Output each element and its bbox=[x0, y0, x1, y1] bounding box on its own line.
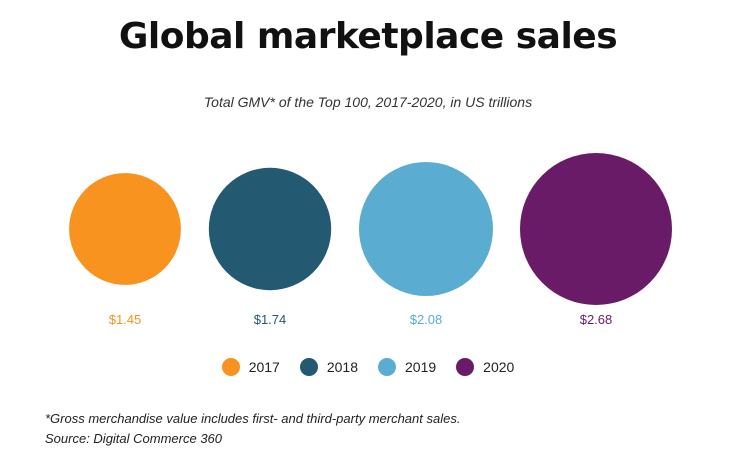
bubble-2020 bbox=[520, 153, 672, 305]
bubble-2017 bbox=[69, 173, 181, 285]
value-label-2017: $1.45 bbox=[109, 312, 142, 327]
legend-item-2019: 2019 bbox=[378, 358, 436, 376]
bubble-2018 bbox=[208, 167, 332, 291]
value-label-2020: $2.68 bbox=[580, 312, 613, 327]
legend-swatch-2019 bbox=[378, 358, 396, 376]
bubble-2019 bbox=[359, 162, 493, 296]
legend-label-2019: 2019 bbox=[405, 359, 437, 375]
value-label-2018: $1.74 bbox=[254, 312, 287, 327]
legend-label-2018: 2018 bbox=[326, 359, 358, 375]
legend-item-2018: 2018 bbox=[299, 358, 358, 376]
footnote-gmv-definition: *Gross merchandise value includes first-… bbox=[45, 411, 461, 426]
legend: 2017 2018 2019 2020 bbox=[0, 358, 736, 376]
legend-swatch-2017 bbox=[221, 358, 240, 376]
chart-subtitle: Total GMV* of the Top 100, 2017-2020, in… bbox=[203, 94, 533, 110]
footnote-source: Source: Digital Commerce 360 bbox=[45, 431, 223, 446]
bubble-chart: $1.45 $1.74 $2.08 $2.68 bbox=[69, 153, 672, 327]
legend-item-2017: 2017 bbox=[221, 358, 280, 376]
value-label-2019: $2.08 bbox=[410, 312, 443, 327]
legend-item-2020: 2020 bbox=[456, 358, 514, 376]
legend-swatch-2018 bbox=[299, 358, 318, 376]
legend-swatch-2020 bbox=[456, 358, 475, 376]
chart-title: Global marketplace sales bbox=[118, 16, 618, 57]
legend-label-2017: 2017 bbox=[248, 359, 280, 375]
legend-label-2020: 2020 bbox=[483, 359, 515, 375]
